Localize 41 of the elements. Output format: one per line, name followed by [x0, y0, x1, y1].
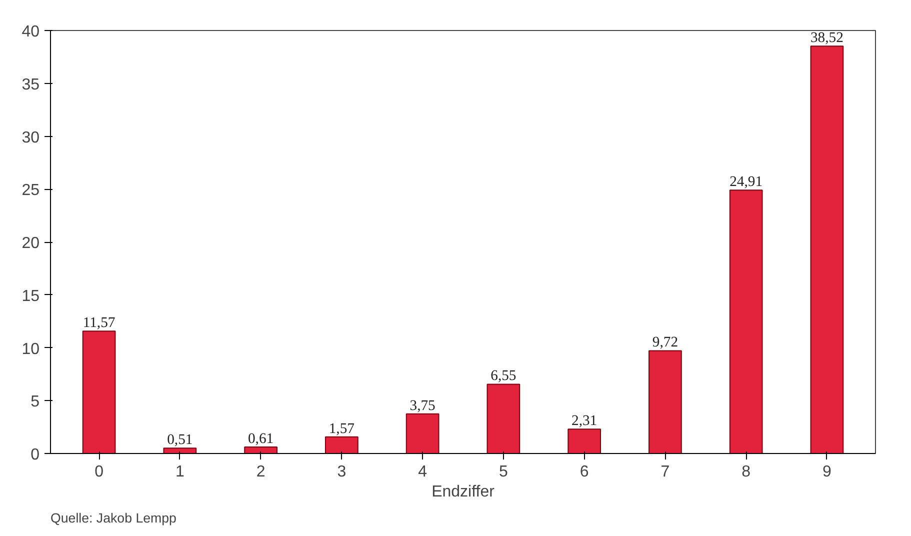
y-tick-label: 10	[22, 340, 40, 358]
y-tick-label: 5	[30, 394, 40, 411]
bar	[648, 350, 682, 454]
data-label: 38,52	[810, 30, 844, 46]
x-tick-label: 6	[580, 464, 589, 480]
y-tick-label: 30	[22, 129, 40, 146]
data-label: 24,91	[730, 174, 763, 190]
bar	[244, 446, 278, 454]
y-tick-label: 35	[22, 76, 40, 94]
x-tick-label: 9	[822, 464, 832, 480]
bar	[406, 413, 440, 454]
y-tick-label: 15	[22, 288, 40, 305]
data-label: 2,31	[572, 413, 598, 430]
bar	[568, 428, 601, 454]
bar	[82, 330, 116, 454]
data-label: 6,55	[490, 368, 516, 384]
x-tick-label: 4	[418, 464, 428, 480]
data-label: 0,61	[248, 431, 274, 448]
bar	[163, 448, 197, 454]
x-tick-label: 1	[175, 464, 184, 480]
x-tick-label: 8	[742, 464, 751, 480]
x-tick-label: 2	[256, 464, 266, 480]
data-label: 1,57	[328, 420, 355, 437]
data-label: 3,75	[410, 398, 436, 414]
x-tick-label: 3	[337, 464, 346, 480]
data-label: 11,57	[82, 315, 116, 332]
bar	[486, 384, 520, 454]
bar	[325, 436, 358, 454]
y-tick-label: 20	[22, 235, 40, 252]
y-tick-label: 25	[22, 182, 40, 200]
x-axis-title: Endziffer	[432, 484, 496, 500]
data-label: 0,51	[167, 432, 193, 448]
data-label: 9,72	[652, 334, 678, 351]
source-note: Quelle: Jakob Lempp	[50, 510, 176, 526]
x-tick-label: 7	[660, 464, 670, 480]
y-tick-label: 0	[30, 446, 40, 464]
x-tick-label: 5	[498, 464, 508, 480]
y-tick-label: 40	[22, 24, 40, 40]
bar	[810, 46, 844, 454]
x-tick-label: 0	[94, 464, 104, 480]
bar	[729, 190, 763, 454]
